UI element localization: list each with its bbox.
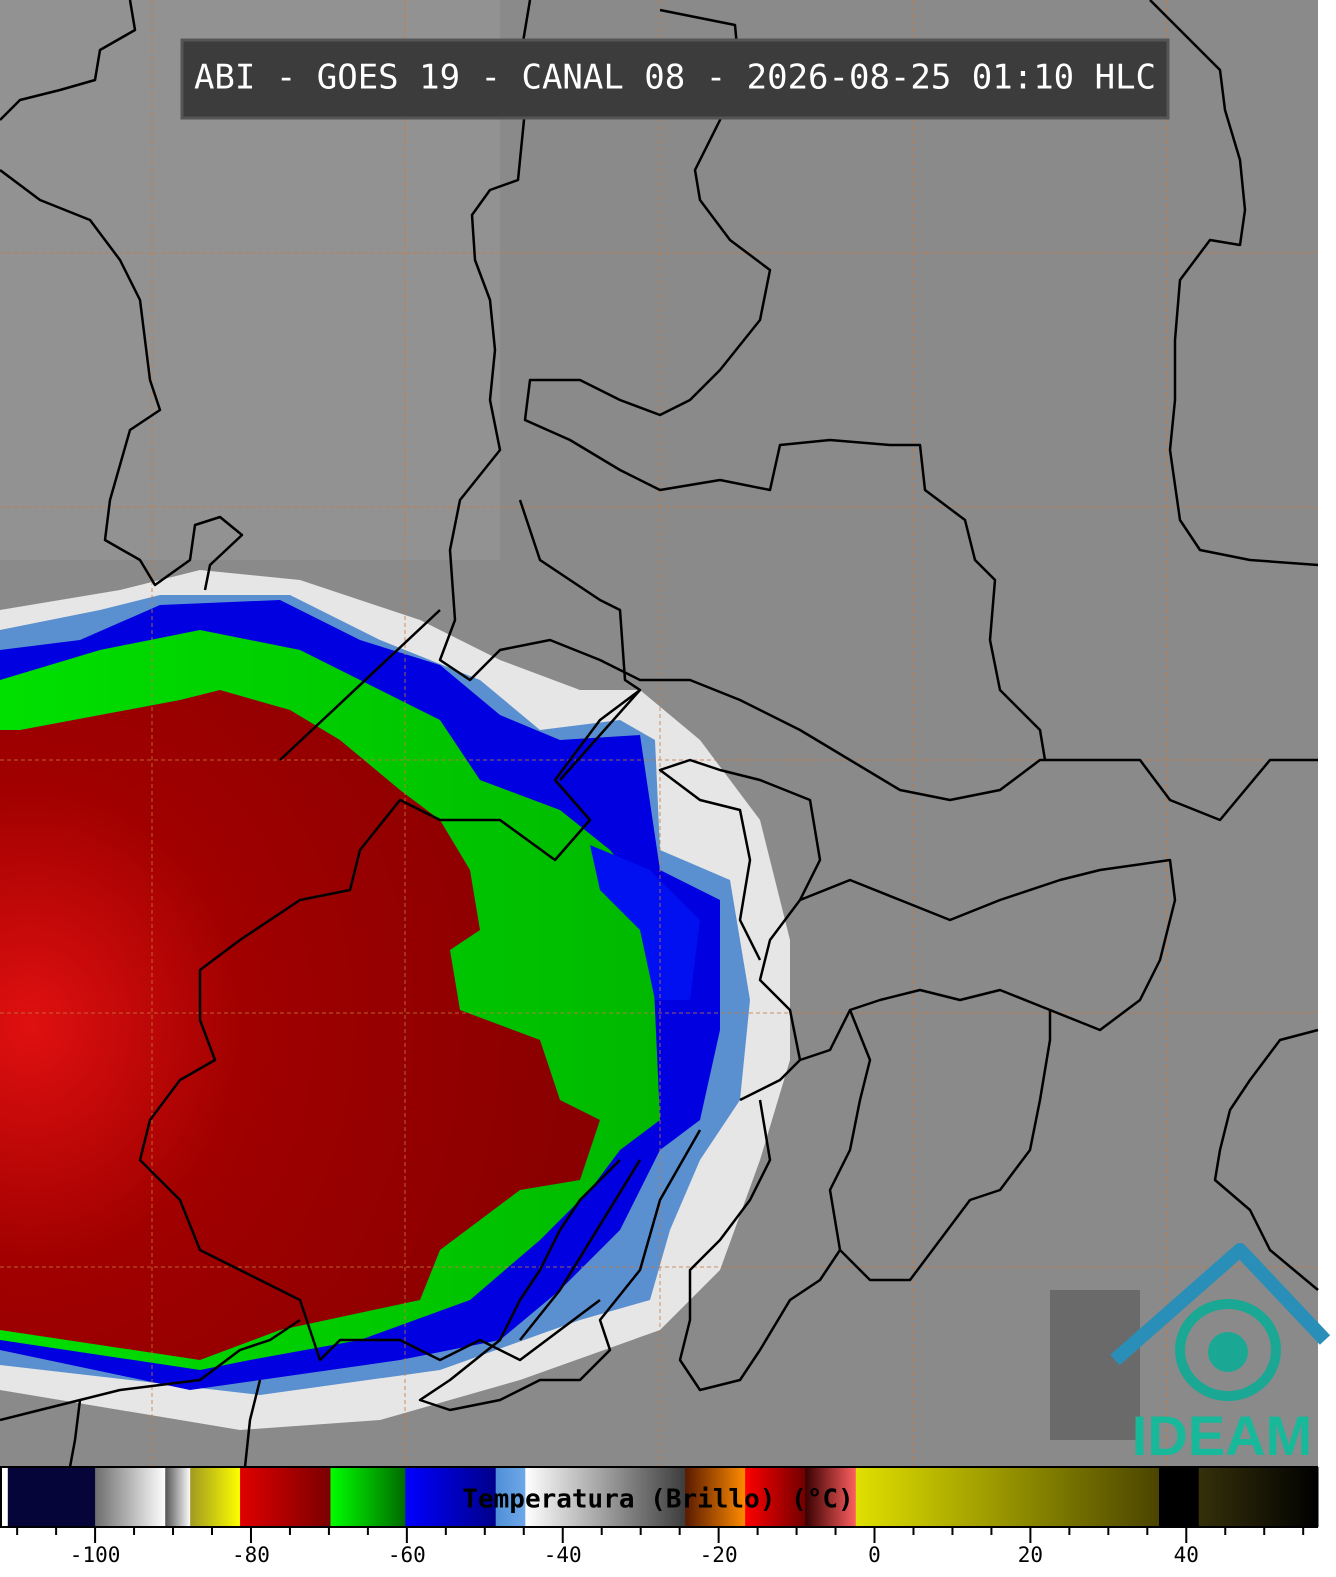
border <box>678 1099 842 1392</box>
borders <box>0 0 1319 1468</box>
border <box>138 499 642 1362</box>
border <box>0 0 137 121</box>
border <box>1149 0 1319 567</box>
border <box>0 1318 301 1422</box>
colorbar-segment <box>95 1467 166 1527</box>
colorbar-segment <box>165 1467 191 1527</box>
tick-label: 40 <box>1174 1543 1199 1567</box>
border <box>0 169 244 591</box>
colorbar-segment <box>405 1467 497 1527</box>
colorbar-label: Temperatura (Brillo) (°C) <box>462 1485 853 1515</box>
logo-roof <box>1110 1243 1331 1366</box>
colorbar-segment <box>495 1467 526 1527</box>
tick-label: -100 <box>70 1543 121 1567</box>
colorbar-frame <box>0 1466 1318 1528</box>
tick-label: -20 <box>700 1543 738 1567</box>
colorbar-segment <box>525 1467 686 1527</box>
tick-label: -40 <box>544 1543 582 1567</box>
cloud-red <box>0 690 600 1360</box>
colorbar: Temperatura (Brillo) (°C) -100 -80 -60 -40 -2… <box>0 1466 1319 1567</box>
border <box>799 858 1177 1062</box>
logo-pupil <box>1208 1332 1248 1372</box>
colorbar-segment <box>330 1467 406 1527</box>
logo-text: IDEAM <box>1132 1404 1312 1467</box>
tick-label: 0 <box>868 1543 881 1567</box>
logo-eye <box>1175 1299 1281 1401</box>
colorbar-segment <box>805 1467 857 1527</box>
title-box <box>180 38 1170 120</box>
colorbar-segment <box>855 1467 1160 1527</box>
cloud-blue-core <box>590 845 700 1000</box>
colorbar-segment <box>1158 1467 1200 1527</box>
colorbar-segment <box>240 1467 331 1527</box>
tick-label: -80 <box>232 1543 270 1567</box>
border <box>279 609 642 1341</box>
border <box>658 758 822 1102</box>
title: ABI - GOES 19 - CANAL 08 - 2026-08-25 01… <box>194 58 1156 98</box>
border <box>1213 1028 1319 1291</box>
grid <box>0 0 1318 1467</box>
border <box>438 0 1318 822</box>
colorbar-segment <box>7 1467 96 1527</box>
border <box>68 1379 262 1468</box>
border <box>523 8 1047 761</box>
colorbar-segment <box>190 1467 241 1527</box>
colorbar-segment <box>685 1467 746 1527</box>
colorbar-segment <box>0 1467 9 1527</box>
border <box>828 1009 1052 1282</box>
colorbar-segment <box>1198 1467 1319 1527</box>
logo: IDEAM <box>1110 1243 1331 1467</box>
colorbar-segment <box>745 1467 806 1527</box>
background-shade <box>1050 1290 1140 1440</box>
tick-label: 20 <box>1018 1543 1043 1567</box>
tick-label: -60 <box>388 1543 426 1567</box>
border <box>418 1129 702 1412</box>
